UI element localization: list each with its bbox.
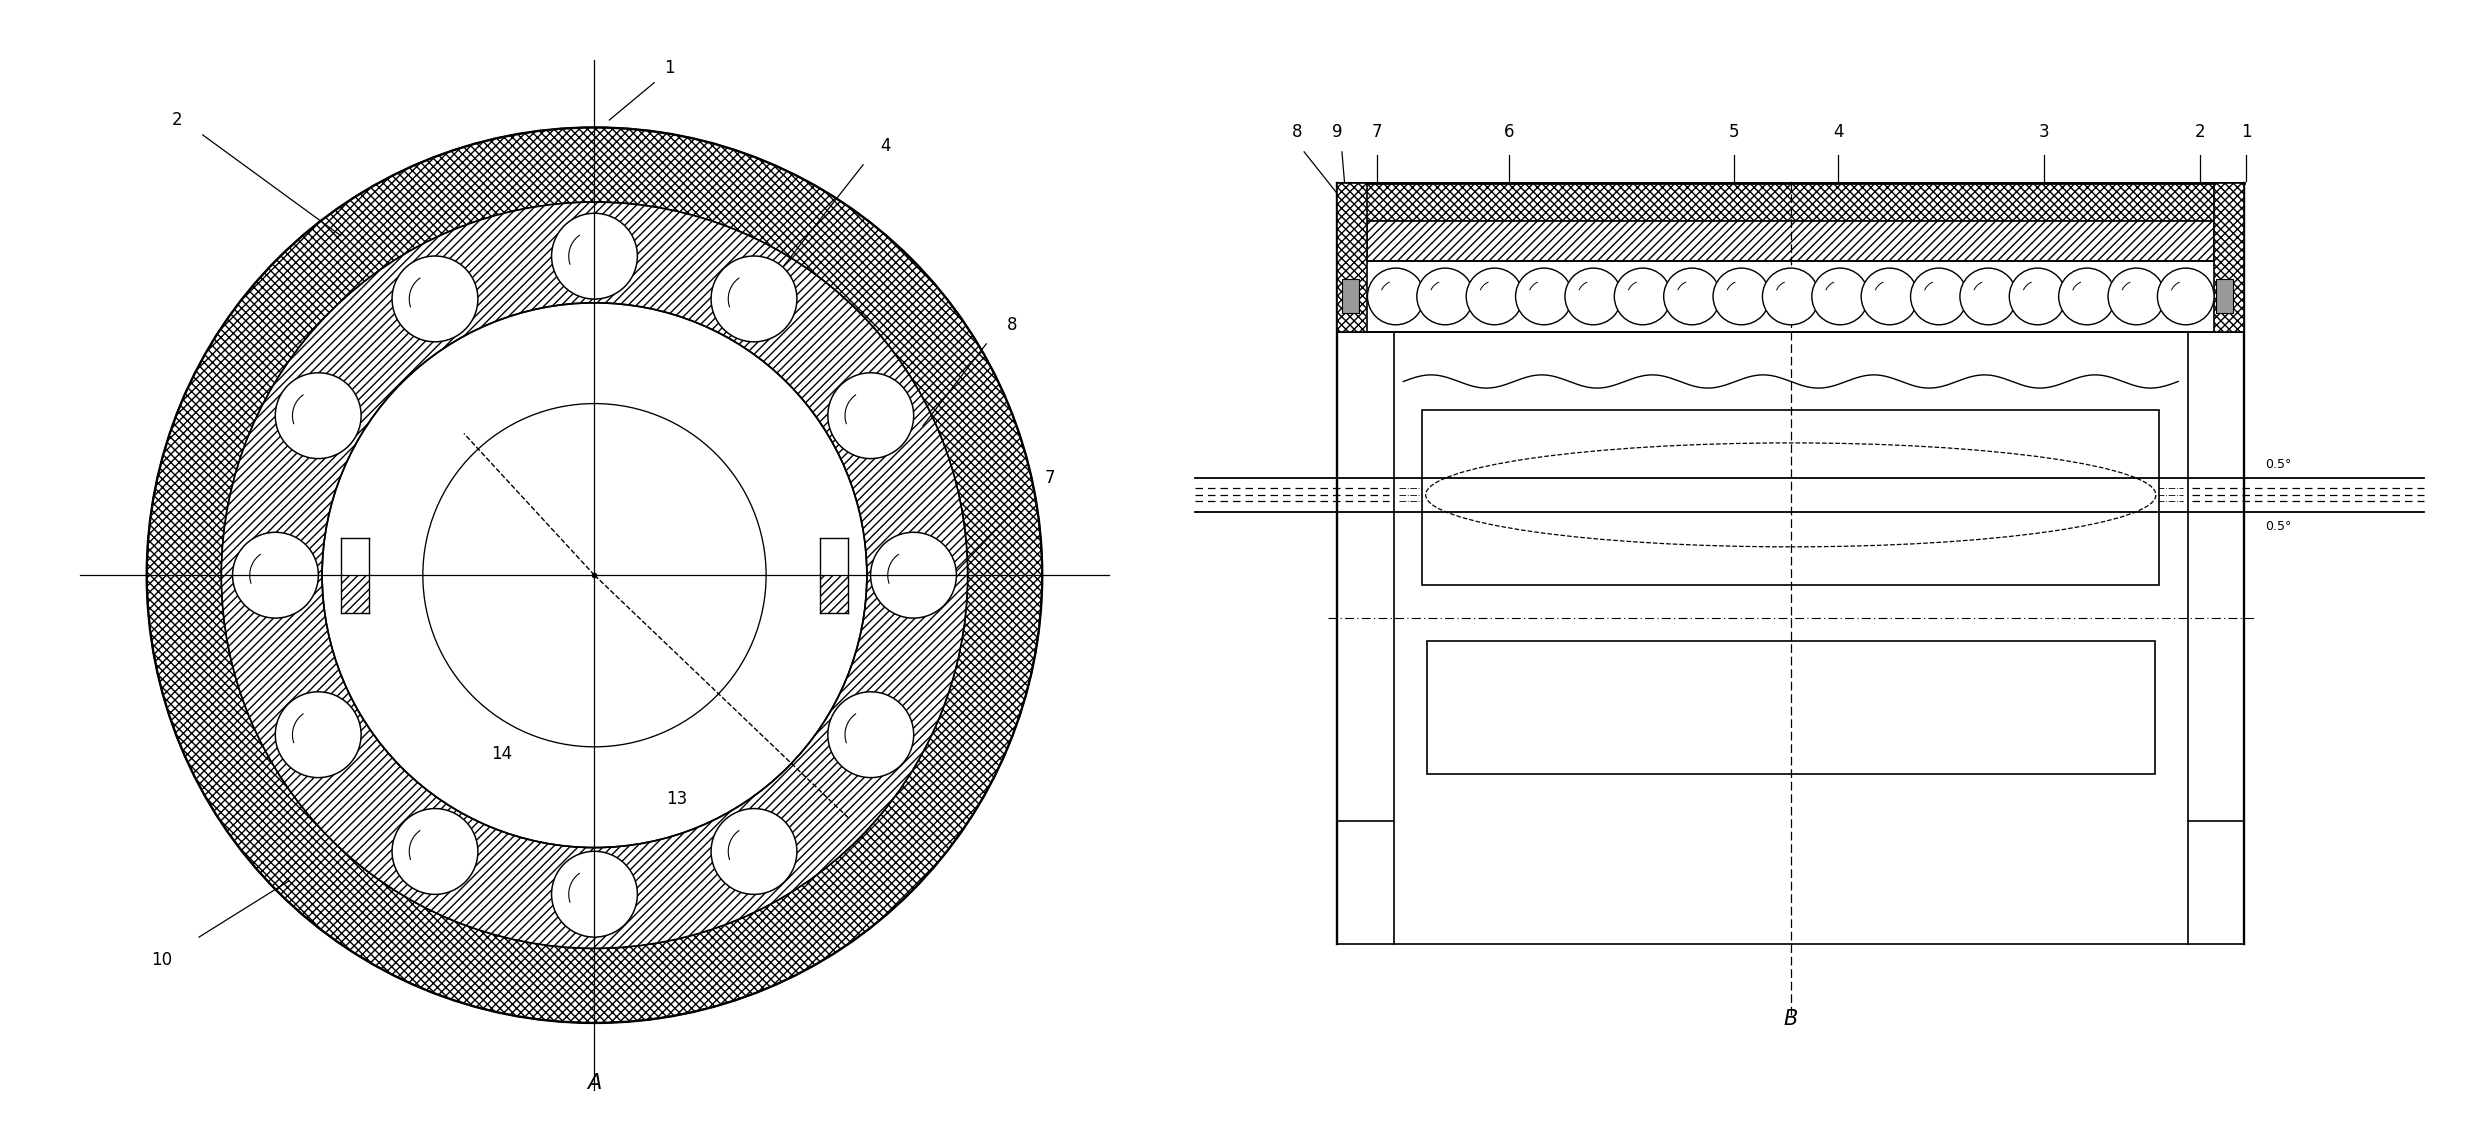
Bar [342, 575, 369, 613]
Text: 0.5°: 0.5° [2264, 458, 2291, 472]
Bar [1343, 279, 1360, 313]
Circle shape [391, 256, 478, 342]
Circle shape [552, 213, 637, 300]
Circle shape [869, 532, 956, 618]
Circle shape [1615, 268, 1672, 325]
Text: 8: 8 [1293, 123, 1303, 141]
Circle shape [1959, 268, 2016, 325]
Circle shape [275, 372, 362, 459]
Circle shape [2157, 268, 2214, 325]
Text: 4: 4 [1833, 123, 1843, 141]
Circle shape [1565, 268, 1622, 325]
Circle shape [233, 532, 320, 618]
Circle shape [1516, 268, 1573, 325]
Text: 5: 5 [1729, 123, 1739, 141]
Text: A: A [587, 1073, 602, 1092]
Circle shape [1665, 268, 1722, 325]
Circle shape [1417, 268, 1474, 325]
Text: 9: 9 [1333, 123, 1343, 141]
Text: 14: 14 [490, 745, 513, 763]
Circle shape [711, 809, 798, 894]
Circle shape [1764, 268, 1818, 325]
Bar [1367, 221, 2214, 261]
Circle shape [1811, 268, 1868, 325]
Text: 1: 1 [664, 59, 674, 76]
Bar [2214, 183, 2244, 333]
Circle shape [1714, 268, 1769, 325]
Text: 6: 6 [1504, 123, 1513, 141]
Circle shape [391, 809, 478, 894]
Circle shape [275, 691, 362, 778]
Bar [1427, 641, 2155, 773]
Bar [2217, 279, 2232, 313]
Circle shape [711, 256, 798, 342]
Circle shape [827, 372, 914, 459]
Text: 2: 2 [2195, 123, 2205, 141]
Text: 7: 7 [1372, 123, 1382, 141]
Bar [1338, 183, 2244, 221]
Circle shape [1466, 268, 1523, 325]
Circle shape [2058, 268, 2115, 325]
Text: 13: 13 [666, 790, 686, 808]
Circle shape [1860, 268, 1917, 325]
Bar [820, 538, 847, 613]
Bar [1338, 183, 1367, 333]
Circle shape [2108, 268, 2165, 325]
Circle shape [424, 403, 765, 747]
Text: 2: 2 [171, 110, 181, 129]
Text: 8: 8 [1008, 317, 1018, 334]
Text: B: B [1783, 1009, 1798, 1030]
Bar [1422, 410, 2160, 584]
Text: 7: 7 [1045, 469, 1055, 487]
Circle shape [552, 851, 637, 937]
Circle shape [1910, 268, 1967, 325]
Bar [342, 538, 369, 613]
Circle shape [2009, 268, 2066, 325]
Text: 4: 4 [879, 137, 892, 155]
Text: 10: 10 [151, 951, 173, 968]
Circle shape [322, 303, 867, 847]
Circle shape [1367, 268, 1424, 325]
Text: 1: 1 [2242, 123, 2252, 141]
Text: 3: 3 [2039, 123, 2048, 141]
Text: 0.5°: 0.5° [2264, 519, 2291, 533]
Circle shape [827, 691, 914, 778]
Bar [820, 575, 847, 613]
